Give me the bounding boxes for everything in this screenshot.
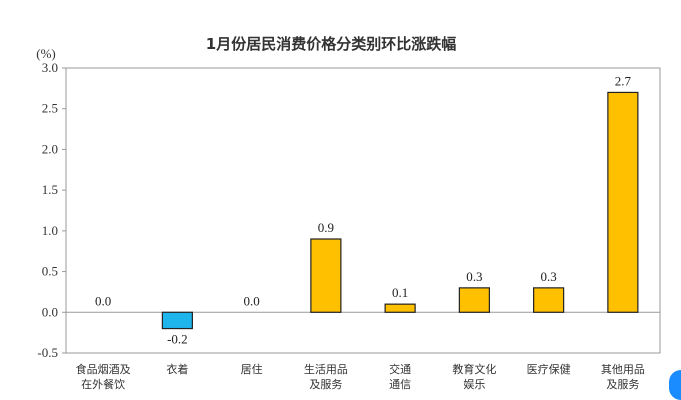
- data-label: 0.3: [541, 269, 557, 284]
- x-category-label: 居住: [241, 362, 263, 376]
- chart-title: 1月份居民消费价格分类别环比涨跌幅: [206, 35, 456, 53]
- data-label: 0.1: [392, 285, 408, 300]
- data-label: 0.9: [318, 220, 334, 235]
- bar: [384, 303, 416, 313]
- y-tick-label: 1.5: [42, 182, 58, 197]
- y-tick-label: 1.0: [42, 223, 58, 238]
- x-category-label: 交通: [389, 362, 411, 376]
- x-category-label: 生活用品: [304, 362, 348, 376]
- x-category-label: 在外餐饮: [81, 377, 125, 391]
- floating-button[interactable]: [669, 370, 681, 400]
- x-category-label: 其他用品: [601, 363, 645, 376]
- y-tick-label: -0.5: [37, 345, 58, 360]
- y-axis-unit: (%): [36, 46, 56, 61]
- y-tick-label: 2.0: [42, 141, 58, 156]
- data-label: 0.0: [244, 293, 260, 308]
- bar: [458, 287, 490, 313]
- data-label: 2.7: [615, 73, 632, 88]
- data-label: 0.0: [95, 293, 111, 308]
- x-category-label: 医疗保健: [527, 362, 571, 376]
- y-tick-label: 3.0: [42, 60, 58, 75]
- bar: [161, 311, 193, 330]
- bar: [533, 287, 565, 313]
- x-category-label: 通信: [389, 378, 411, 391]
- data-label: 0.3: [466, 269, 482, 284]
- bar: [310, 238, 342, 313]
- x-category-label: 衣着: [166, 362, 188, 376]
- x-category-label: 及服务: [606, 378, 639, 391]
- bar: [607, 91, 639, 313]
- x-category-label: 食品烟酒及: [76, 362, 131, 376]
- x-category-label: 娱乐: [463, 377, 485, 391]
- y-tick-label: 2.5: [42, 101, 58, 116]
- data-label: -0.2: [167, 332, 188, 347]
- y-tick-label: 0.5: [42, 264, 58, 279]
- plot-area: [65, 67, 661, 354]
- x-category-label: 及服务: [309, 378, 342, 391]
- x-category-label: 教育文化: [452, 362, 496, 376]
- y-tick-label: 0.0: [42, 304, 58, 319]
